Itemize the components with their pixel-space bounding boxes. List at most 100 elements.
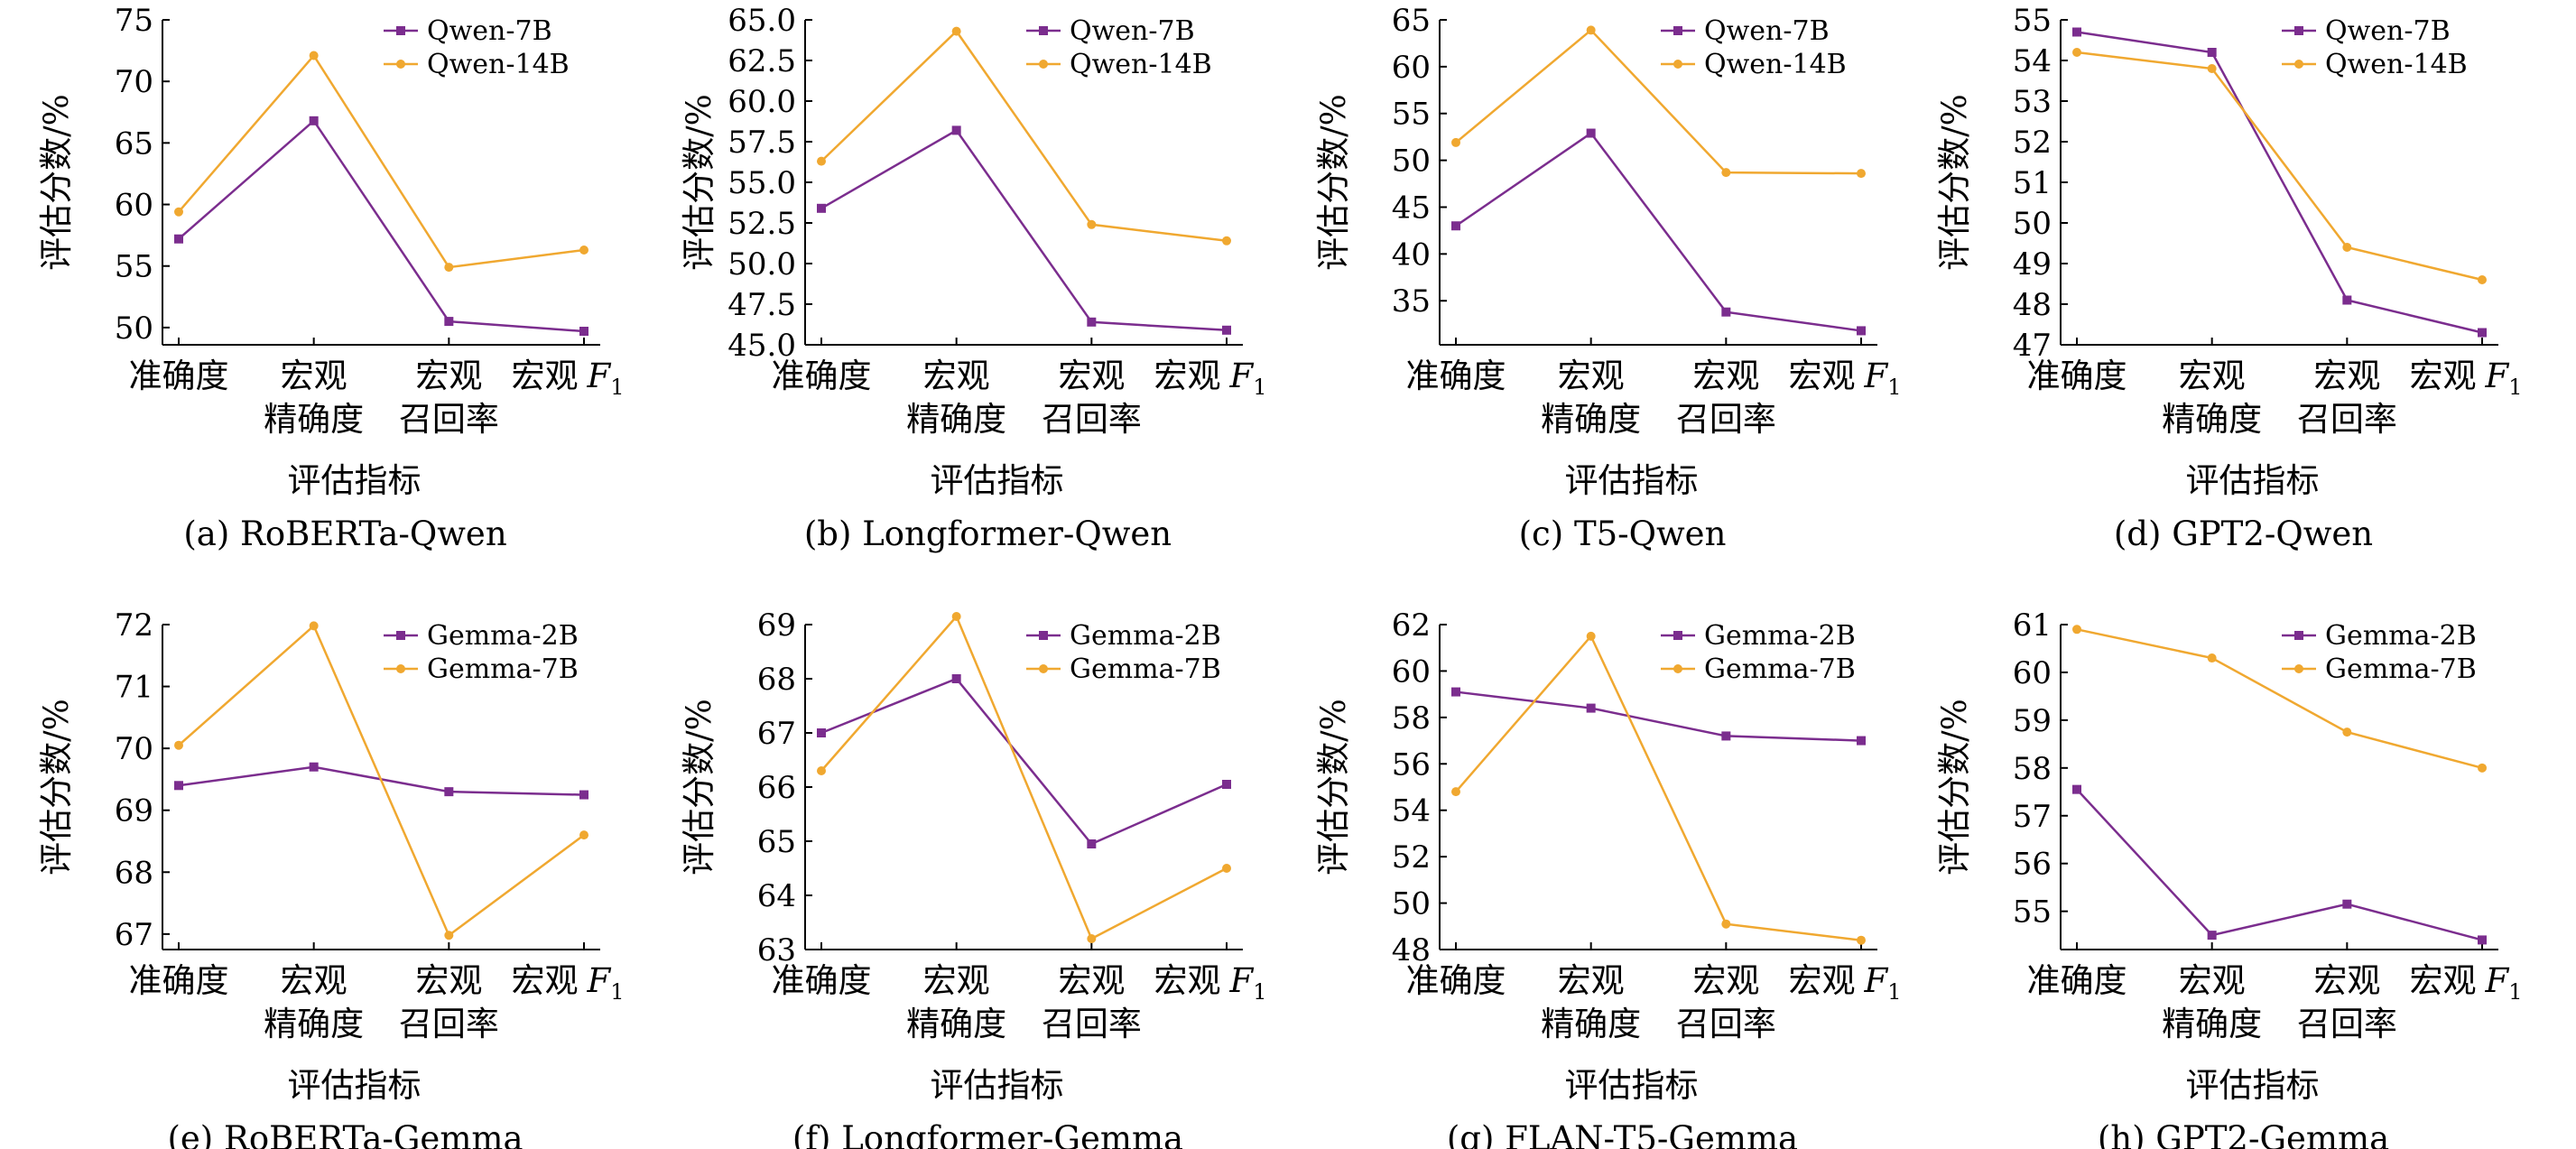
x-tick-label: 召回率 xyxy=(1042,1005,1142,1043)
x-tick-label: 精确度 xyxy=(264,400,364,439)
y-tick-label: 60.0 xyxy=(727,84,796,120)
x-tick-label: 召回率 xyxy=(2297,1005,2397,1043)
y-tick-label: 54 xyxy=(2013,43,2052,79)
legend-marker xyxy=(1673,26,1682,35)
x-tick-label: 宏观 F1 xyxy=(2410,961,2523,1005)
y-axis-title: 评估分数/% xyxy=(680,94,718,271)
x-tick-label: 准确度 xyxy=(1406,961,1506,1000)
data-point xyxy=(1857,169,1866,179)
data-point xyxy=(309,762,319,772)
legend-marker xyxy=(1673,60,1682,69)
y-tick-label: 65 xyxy=(1392,3,1431,39)
legend-marker xyxy=(1039,26,1048,35)
data-point xyxy=(2207,931,2217,941)
y-tick-label: 35 xyxy=(1392,283,1431,320)
data-point xyxy=(1857,935,1866,945)
x-tick-label: 宏观 xyxy=(415,357,482,395)
data-point xyxy=(1721,731,1731,741)
y-tick-label: 62.5 xyxy=(727,43,796,79)
y-tick-label: 57 xyxy=(2013,799,2052,835)
y-tick-label: 61 xyxy=(2013,607,2052,644)
series-line-2 xyxy=(820,29,1228,243)
x-tick-label: 宏观 F1 xyxy=(512,357,625,400)
y-axis-title: 评估分数/% xyxy=(1935,94,1974,271)
y-axis-title: 评估分数/% xyxy=(1314,94,1353,271)
series-line-2 xyxy=(820,614,1228,941)
y-tick-label: 67 xyxy=(757,716,796,752)
y-tick-label: 50 xyxy=(115,310,153,347)
x-tick-label: 宏观 xyxy=(923,357,990,395)
data-point xyxy=(1087,934,1097,943)
series-line-1 xyxy=(820,128,1228,332)
series-line-1 xyxy=(820,677,1228,846)
data-point xyxy=(2072,48,2081,57)
data-point xyxy=(2072,625,2081,635)
series-line-2 xyxy=(178,624,585,938)
data-point xyxy=(1586,703,1596,713)
y-tick-label: 63 xyxy=(757,932,796,968)
x-tick-label: 宏观 xyxy=(1692,357,1759,395)
data-point xyxy=(1451,687,1460,697)
legend-label: Qwen-7B xyxy=(2325,15,2451,47)
legend-marker xyxy=(1039,60,1048,69)
x-axis-title: 评估指标 xyxy=(931,1066,1064,1105)
y-tick-label: 67 xyxy=(115,917,153,953)
legend-label: Qwen-14B xyxy=(1704,49,1847,80)
y-tick-label: 47 xyxy=(2013,328,2052,364)
x-axis-title: 评估指标 xyxy=(288,461,422,500)
x-tick-label: 召回率 xyxy=(2297,400,2397,439)
panel-caption: (h) GPT2-Gemma xyxy=(2098,1119,2389,1149)
y-tick-label: 68 xyxy=(757,662,796,698)
x-tick-label: 召回率 xyxy=(1042,400,1142,439)
data-point xyxy=(951,26,961,36)
legend-marker xyxy=(1673,631,1682,640)
legend-label: Gemma-7B xyxy=(1070,653,1221,685)
x-tick-label: 宏观 xyxy=(2313,357,2380,395)
x-tick-label: 宏观 F1 xyxy=(1789,961,1902,1005)
data-point xyxy=(1721,919,1731,929)
y-tick-label: 60 xyxy=(1392,50,1431,86)
x-tick-label: 准确度 xyxy=(772,357,872,395)
x-tick-label: 宏观 xyxy=(2313,961,2380,1000)
series-line-1 xyxy=(1455,131,1862,332)
y-tick-label: 48 xyxy=(1392,932,1431,968)
y-tick-label: 65 xyxy=(115,125,153,162)
data-point xyxy=(1222,780,1231,789)
x-tick-label: 精确度 xyxy=(906,1005,1006,1043)
data-point xyxy=(2478,275,2487,284)
data-point xyxy=(174,781,183,791)
panel-caption: (c) T5-Qwen xyxy=(1519,514,1727,553)
legend-label: Qwen-14B xyxy=(427,49,570,80)
legend-label: Gemma-2B xyxy=(427,620,579,652)
x-axis-title: 评估指标 xyxy=(2186,1066,2320,1105)
x-tick-label: 准确度 xyxy=(2027,961,2127,1000)
y-tick-label: 53 xyxy=(2013,84,2052,120)
legend-marker xyxy=(396,664,405,673)
series-line-2 xyxy=(2076,628,2483,770)
series-line-2 xyxy=(1455,634,1862,941)
y-tick-label: 55 xyxy=(2013,894,2052,931)
y-axis-title: 评估分数/% xyxy=(680,699,718,876)
data-point xyxy=(1721,168,1731,178)
legend-label: Gemma-2B xyxy=(1704,620,1856,652)
data-point xyxy=(174,234,183,244)
x-tick-label: 宏观 xyxy=(281,961,347,1000)
data-point xyxy=(2342,899,2352,909)
y-tick-label: 50 xyxy=(1392,886,1431,922)
data-point xyxy=(579,830,588,840)
y-tick-label: 60 xyxy=(2013,655,2052,691)
y-tick-label: 60 xyxy=(115,188,153,224)
data-point xyxy=(2072,784,2081,794)
legend-label: Gemma-2B xyxy=(2325,620,2477,652)
data-point xyxy=(444,931,454,941)
legend-label: Qwen-7B xyxy=(427,15,552,47)
data-point xyxy=(817,156,826,166)
data-point xyxy=(1857,326,1866,336)
legend-marker xyxy=(396,631,405,640)
y-tick-label: 52 xyxy=(2013,125,2052,161)
legend-label: Qwen-14B xyxy=(1070,49,1212,80)
y-tick-label: 56 xyxy=(1392,746,1431,783)
y-axis-title: 评估分数/% xyxy=(37,94,76,271)
